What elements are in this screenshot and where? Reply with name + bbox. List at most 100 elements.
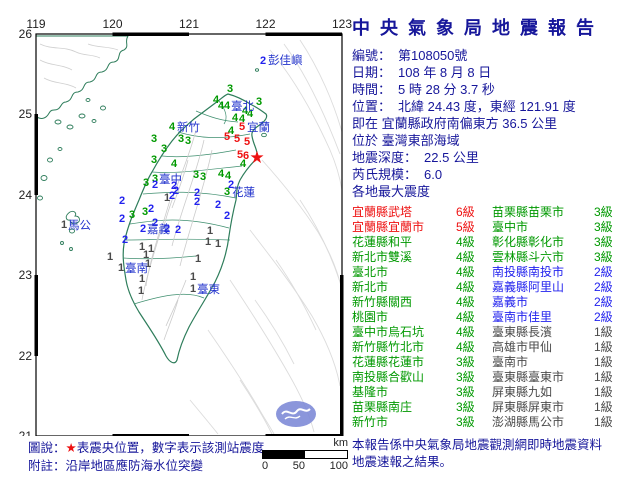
- station-name: 新竹縣關西: [352, 295, 413, 309]
- station-intensity-level: 4級: [456, 235, 475, 249]
- station-intensity-level: 6級: [456, 205, 475, 219]
- info-value: 5 時 28 分 3.7 秒: [398, 82, 495, 97]
- intensity-row: 宜蘭縣宜蘭市 5級 臺中市 3級: [352, 220, 630, 235]
- station-name: 臺南市: [492, 355, 529, 369]
- map-legend: 圖說：★表震央位置，數字表示該測站震度 附註：沿岸地區應防海水位突變: [28, 439, 264, 475]
- report-info-line: 地震深度： 22.5 公里: [352, 149, 638, 166]
- station-intensity-number: 4: [242, 105, 249, 117]
- station-name: 苗栗縣苗栗市: [492, 205, 565, 219]
- info-label: 編號：: [352, 48, 392, 63]
- station-name: 臺中市: [492, 220, 529, 234]
- map-frame: [34, 32, 344, 438]
- station-intensity-number: 3: [161, 143, 167, 155]
- station-intensity-level: 4級: [456, 265, 475, 279]
- info-label: 日期：: [352, 65, 392, 80]
- map-place-label: 彭佳嶼: [268, 53, 303, 67]
- report-info-block: 編號： 第108050號 日期： 108 年 8 月 8 日時間： 5 時 28 分 3…: [352, 47, 638, 200]
- station-name: 苗栗縣南庄: [352, 400, 413, 414]
- scalebar-segment-white: [305, 451, 347, 458]
- china-terrain: [39, 43, 119, 89]
- info-value: 6.0: [424, 167, 443, 182]
- station-intensity-number: 3: [227, 83, 233, 95]
- station-intensity-number: 1: [107, 251, 113, 263]
- station-intensity-number: 6: [243, 150, 249, 162]
- station-name: 臺東縣長濱: [492, 325, 553, 339]
- china-coastline: [35, 35, 129, 119]
- station-intensity-level: 2級: [594, 280, 613, 294]
- intensity-row: 南投縣合歡山 3級 臺東縣臺東市 1級: [352, 370, 630, 385]
- taiwan-terrain: [141, 129, 213, 341]
- station-intensity-number: 1: [207, 225, 213, 237]
- station-intensity-number: 1: [139, 273, 145, 285]
- station-name: 南投縣合歡山: [352, 370, 425, 384]
- legend-caption: 圖說：★表震央位置，數字表示該測站震度: [28, 439, 264, 457]
- station-intensity-level: 3級: [456, 385, 475, 399]
- station-intensity-number: 2: [171, 180, 177, 192]
- station-intensity-number: 4: [224, 100, 231, 112]
- station-intensity-number: 4: [239, 113, 246, 125]
- station-intensity-number: 3: [129, 209, 135, 221]
- intensity-row: 新北市雙溪 4級 雲林縣斗六市 3級: [352, 250, 630, 265]
- station-intensity-number: 5: [239, 121, 245, 133]
- station-intensity-number: 1: [205, 236, 211, 248]
- station-intensity-number: 3: [178, 133, 184, 145]
- station-name: 新竹市: [352, 415, 389, 429]
- scalebar-bar: [262, 450, 348, 459]
- station-intensity-level: 4級: [456, 340, 475, 354]
- station-intensity-number: 1: [195, 253, 201, 265]
- map-place-label: 花蓮: [232, 185, 255, 199]
- station-intensity-number: 5: [244, 136, 250, 148]
- station-name: 嘉義市: [492, 295, 529, 309]
- intensity-table: 宜蘭縣武塔 6級 苗栗縣苗栗市 3級 宜蘭縣宜蘭市 5級 臺中市 3級 花蓮縣和平 4級 彰化縣彰化…: [352, 205, 630, 430]
- penghu-islands: [60, 210, 80, 251]
- station-intensity-number: 2: [215, 199, 221, 211]
- info-label: 時間：: [352, 82, 392, 97]
- intensity-row: 苗栗縣南庄 3級 屏東縣屏東市 1級: [352, 400, 630, 415]
- report-info-line: 位於 臺灣東部海域: [352, 133, 460, 148]
- station-intensity-number: 2: [260, 55, 266, 67]
- station-intensity-number: 2: [122, 234, 128, 246]
- station-intensity-number: 2: [148, 203, 154, 215]
- intensity-row: 基隆市 3級 屏東縣九如 1級: [352, 385, 630, 400]
- lon-tick-label: 119: [26, 17, 45, 31]
- intensity-row: 新竹縣竹北市 4級 高雄市甲仙 1級: [352, 340, 630, 355]
- lat-tick-label: 25: [19, 107, 33, 121]
- map-scalebar: km 0 50 100: [262, 437, 348, 472]
- station-intensity-number: 4: [228, 125, 235, 137]
- station-name: 臺中市烏石坑: [352, 325, 425, 339]
- station-intensity-number: 2: [119, 195, 125, 207]
- station-name: 新北市: [352, 280, 389, 294]
- report-info-line: 芮氏規模： 6.0: [352, 166, 638, 183]
- station-intensity-number: 3: [142, 206, 148, 218]
- station-intensity-level: 4級: [456, 280, 475, 294]
- scalebar-tick-100: 100: [329, 460, 348, 472]
- station-name: 屏東縣屏東市: [492, 400, 565, 414]
- lat-tick-label: 26: [19, 27, 33, 41]
- station-intensity-number: 1: [215, 238, 221, 250]
- station-name: 澎湖縣馬公市: [492, 415, 565, 429]
- station-intensity-level: 5級: [456, 220, 475, 234]
- scalebar-unit: km: [333, 437, 348, 449]
- station-intensity-number: 2: [140, 223, 146, 235]
- intensity-row: 宜蘭縣武塔 6級 苗栗縣苗栗市 3級: [352, 205, 630, 220]
- station-intensity-level: 3級: [456, 370, 475, 384]
- station-intensity-number: 1: [118, 262, 124, 274]
- map-place-label: 臺東: [197, 282, 220, 296]
- station-name: 新竹縣竹北市: [352, 340, 425, 354]
- station-intensity-number: 5: [234, 133, 240, 145]
- station-intensity-number: 2: [194, 187, 200, 199]
- station-intensity-number: 3: [193, 169, 199, 181]
- lat-tick-label: 22: [19, 349, 33, 363]
- station-intensity-level: 1級: [594, 370, 613, 384]
- station-intensity-level: 3級: [594, 250, 613, 264]
- station-name: 雲林縣斗六市: [492, 250, 565, 264]
- legend-caption-text: 表震央位置，數字表示該測站震度: [76, 441, 265, 455]
- station-intensity-level: 1級: [594, 355, 613, 369]
- station-intensity-number: 1: [190, 283, 196, 295]
- station-name: 臺南市佳里: [492, 310, 553, 324]
- station-intensity-number: 3: [143, 177, 149, 189]
- station-intensity-number: 4: [169, 121, 176, 133]
